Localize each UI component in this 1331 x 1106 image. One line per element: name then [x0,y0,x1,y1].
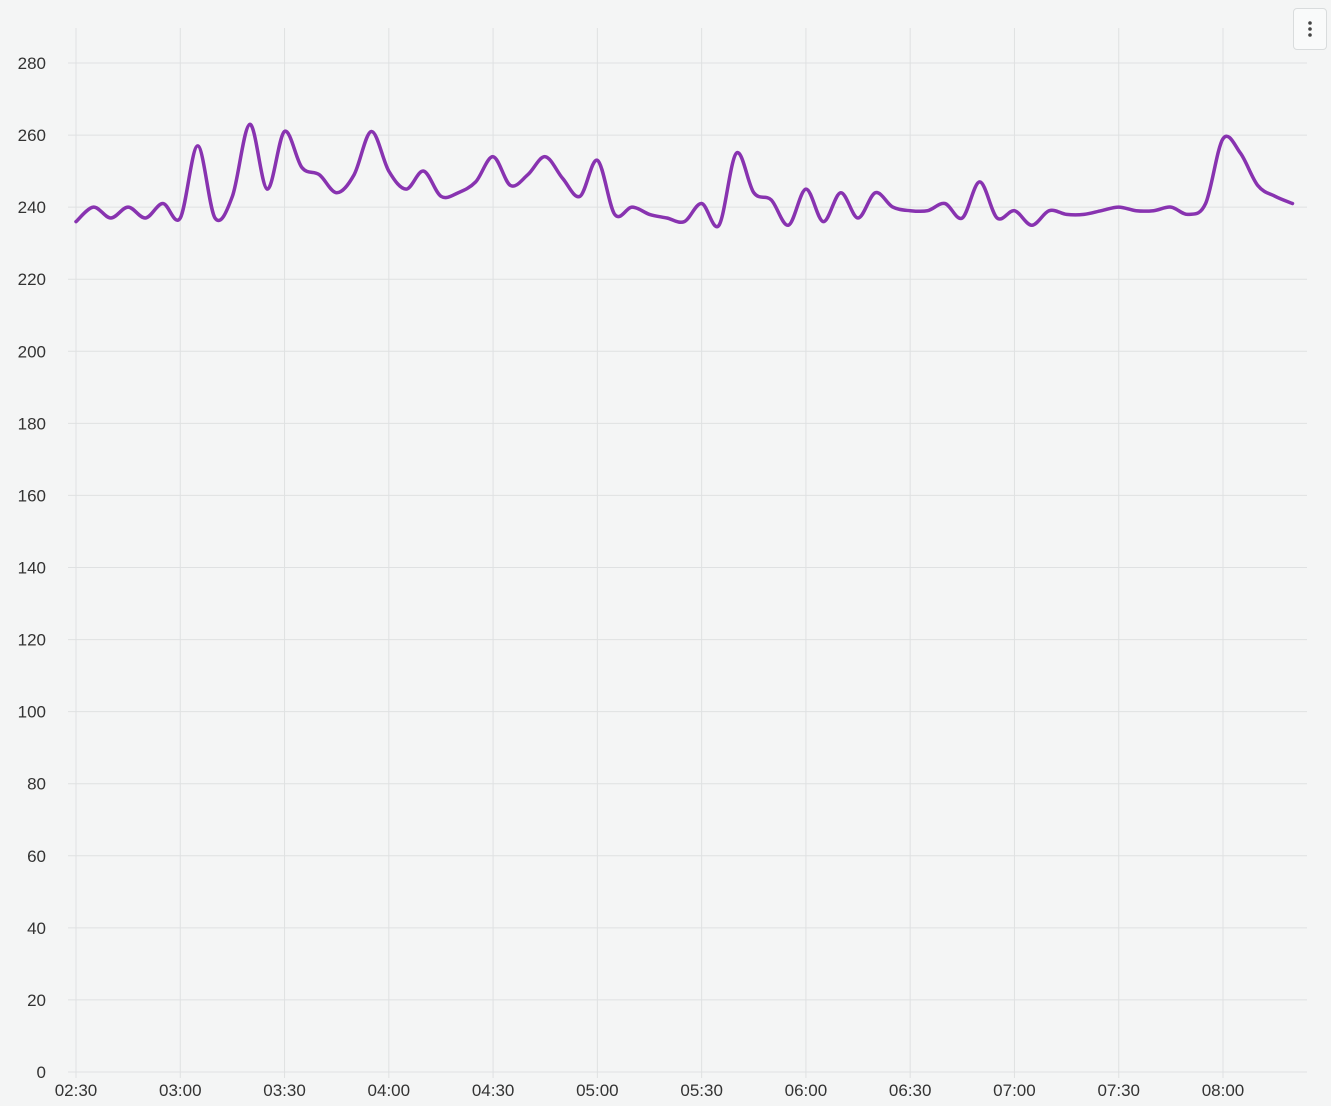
horizontal-gridlines [68,62,1307,1073]
y-tick-label: 80 [27,775,46,794]
x-tick-label: 07:30 [1097,1081,1140,1100]
y-tick-label: 200 [18,342,46,361]
x-tick-label: 04:30 [472,1081,515,1100]
y-tick-label: 220 [18,270,46,289]
x-tick-label: 03:30 [263,1081,306,1100]
more-vertical-icon [1307,20,1313,38]
y-tick-label: 280 [18,54,46,73]
x-tick-label: 05:00 [576,1081,619,1100]
y-tick-label: 140 [18,559,46,578]
y-tick-label: 260 [18,126,46,145]
y-tick-label: 0 [37,1063,46,1082]
y-tick-label: 240 [18,198,46,217]
vertical-gridlines [75,28,1224,1078]
y-tick-label: 60 [27,847,46,866]
x-tick-label: 06:30 [889,1081,932,1100]
y-tick-label: 160 [18,486,46,505]
y-tick-label: 100 [18,703,46,722]
y-tick-label: 40 [27,919,46,938]
y-axis-tick-labels: 0 20 40 60 80 100 120 140 160 180 200 220 240 260 280 [18,54,46,1082]
x-tick-label: 05:30 [680,1081,723,1100]
y-tick-label: 120 [18,631,46,650]
x-tick-label: 08:00 [1202,1081,1245,1100]
x-tick-label: 06:00 [785,1081,828,1100]
x-tick-label: 02:30 [55,1081,98,1100]
series-points [74,122,1295,227]
y-tick-label: 180 [18,414,46,433]
x-axis-tick-labels: 02:30 03:00 03:30 04:00 04:30 05:00 05:30 06:00… [55,1081,1245,1100]
y-tick-label: 20 [27,991,46,1010]
chart-menu-button[interactable] [1293,8,1327,50]
x-tick-label: 07:00 [993,1081,1036,1100]
x-tick-label: 03:00 [159,1081,202,1100]
series-line [74,122,1295,229]
x-tick-label: 04:00 [368,1081,411,1100]
